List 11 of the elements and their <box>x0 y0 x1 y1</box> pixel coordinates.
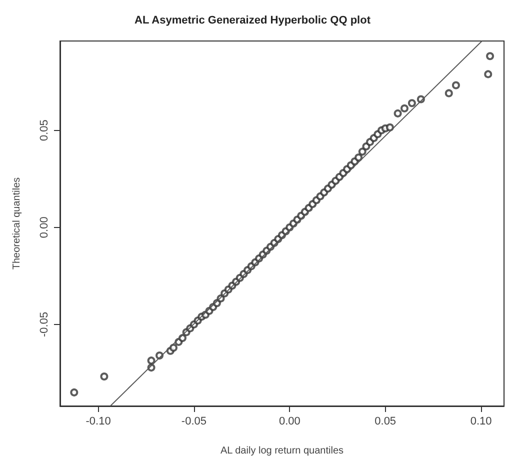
y-tick-label: 0.05 <box>38 120 50 142</box>
x-tick-label: 0.00 <box>278 416 300 428</box>
y-axis-title: Theoretical quantiles <box>12 177 22 270</box>
x-axis-title: AL daily log return quantiles <box>220 446 344 456</box>
y-tick-label: 0.00 <box>38 216 50 238</box>
x-tick-label: 0.05 <box>374 416 396 428</box>
x-tick-label: 0.10 <box>470 416 492 428</box>
chart-title: AL Asymetric Generaized Hyperbolic QQ plot <box>134 14 371 26</box>
x-tick-label: -0.05 <box>181 416 207 428</box>
y-tick-label: -0.05 <box>38 312 50 337</box>
x-tick-label: -0.10 <box>86 416 111 428</box>
